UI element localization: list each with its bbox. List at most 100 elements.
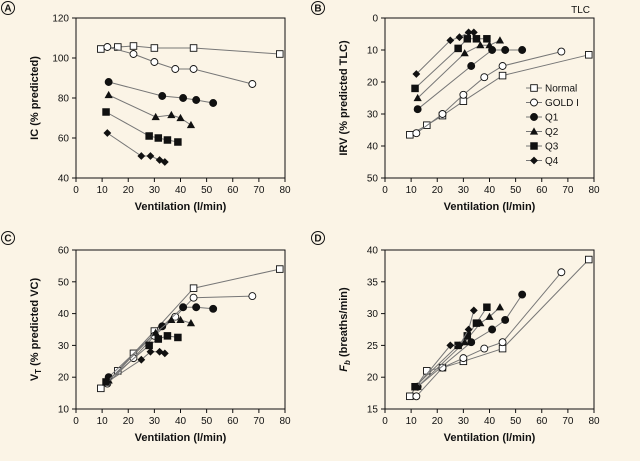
panel-letter-circle bbox=[1, 231, 15, 245]
data-point bbox=[480, 73, 489, 82]
data-point bbox=[104, 90, 113, 99]
data-point bbox=[137, 355, 146, 364]
data-point bbox=[129, 50, 138, 58]
y-tick-label: 30 bbox=[367, 309, 379, 320]
y-tick-label: 80 bbox=[58, 94, 70, 105]
panel-letter: C bbox=[4, 234, 11, 245]
x-tick-label: 30 bbox=[458, 185, 470, 196]
series-q4 bbox=[412, 306, 478, 391]
y-tick-label: 25 bbox=[367, 341, 379, 352]
legend-item: GOLD I bbox=[526, 98, 579, 109]
legend-item: Q2 bbox=[526, 127, 559, 138]
series-gold-i bbox=[103, 43, 257, 88]
data-point bbox=[498, 71, 507, 80]
data-point bbox=[137, 152, 146, 160]
panel-B: 0 10 20 30 40 50 60 70 80 0 10 20 30 40 50 Ventilation … bbox=[311, 1, 600, 213]
data-point bbox=[464, 325, 473, 334]
data-point bbox=[483, 35, 491, 43]
y-axis-label: IC (% predicted) bbox=[29, 56, 41, 140]
legend-marker bbox=[530, 156, 538, 165]
y-tick-label: 40 bbox=[58, 309, 70, 320]
series-line bbox=[417, 49, 523, 110]
legend-item: Q4 bbox=[526, 156, 559, 167]
data-point bbox=[189, 293, 198, 302]
y-tick-label: 15 bbox=[367, 405, 379, 416]
panel-A: 0 10 20 30 40 50 60 70 80 40 60 80 100 120 Ventilation… bbox=[1, 1, 291, 213]
legend-label: Q3 bbox=[545, 142, 559, 153]
data-point bbox=[186, 120, 196, 129]
data-point bbox=[192, 303, 201, 312]
data-point bbox=[498, 338, 507, 347]
x-tick-label: 70 bbox=[562, 185, 574, 196]
data-point bbox=[459, 90, 468, 99]
data-point bbox=[495, 303, 505, 311]
x-tick-label: 50 bbox=[510, 185, 522, 196]
x-tick-label: 10 bbox=[97, 416, 109, 427]
data-point bbox=[158, 322, 167, 331]
y-tick-label: 100 bbox=[52, 54, 69, 65]
legend-item: Q3 bbox=[526, 142, 559, 153]
panel-letter: A bbox=[4, 4, 11, 15]
x-tick-label: 60 bbox=[227, 185, 239, 196]
legend-marker bbox=[530, 84, 538, 92]
y-axis-label: Fb (breaths/min) bbox=[338, 287, 352, 372]
legend-label: GOLD I bbox=[545, 98, 579, 109]
panel-letter: B bbox=[314, 4, 321, 15]
series-q2 bbox=[413, 36, 505, 102]
series-q3 bbox=[102, 108, 182, 146]
data-point bbox=[154, 335, 163, 343]
series-line bbox=[414, 38, 487, 89]
data-point bbox=[174, 138, 182, 146]
data-point bbox=[483, 303, 491, 311]
data-point bbox=[209, 99, 218, 107]
legend-marker bbox=[530, 98, 538, 107]
data-point bbox=[501, 46, 510, 54]
data-point bbox=[160, 349, 169, 358]
data-point bbox=[406, 131, 414, 139]
data-point bbox=[485, 312, 494, 320]
data-point bbox=[469, 306, 478, 315]
data-point bbox=[455, 33, 464, 42]
data-point bbox=[557, 47, 566, 56]
data-point bbox=[472, 35, 481, 43]
data-point bbox=[495, 36, 505, 44]
series-line bbox=[416, 271, 562, 397]
data-point bbox=[189, 284, 198, 292]
y-tick-label: 35 bbox=[367, 277, 379, 288]
data-point bbox=[467, 62, 476, 70]
data-point bbox=[412, 382, 421, 391]
data-point bbox=[501, 316, 510, 324]
data-point bbox=[455, 341, 464, 350]
y-tick-label: 20 bbox=[58, 373, 70, 384]
x-tick-label: 20 bbox=[123, 416, 135, 427]
series-line bbox=[409, 259, 590, 397]
data-point bbox=[189, 44, 198, 52]
x-axis-label: Ventilation (l/min) bbox=[444, 432, 536, 444]
data-point bbox=[179, 303, 188, 312]
data-point bbox=[209, 304, 218, 313]
x-tick-label: 50 bbox=[201, 185, 213, 196]
data-point bbox=[485, 41, 494, 49]
data-point bbox=[129, 42, 138, 50]
panel-letter-circle bbox=[1, 1, 15, 15]
panel-D: 0 10 20 30 40 50 60 70 80 15 20 25 30 35 40 Ventilation… bbox=[311, 231, 600, 444]
legend-label: Q1 bbox=[545, 113, 559, 124]
data-point bbox=[518, 290, 527, 299]
series-line bbox=[107, 46, 253, 85]
data-point bbox=[498, 344, 507, 353]
series-normal bbox=[406, 255, 593, 401]
legend-marker bbox=[530, 142, 538, 150]
data-point bbox=[154, 134, 163, 142]
data-point bbox=[412, 392, 421, 401]
x-tick-label: 50 bbox=[201, 416, 213, 427]
data-point bbox=[174, 333, 182, 342]
x-tick-label: 60 bbox=[227, 416, 239, 427]
data-point bbox=[498, 62, 507, 70]
y-tick-label: 20 bbox=[367, 373, 379, 384]
y-axis-label: VT (% predicted VC) bbox=[29, 278, 43, 382]
data-point bbox=[412, 70, 421, 78]
series-line bbox=[416, 51, 562, 134]
data-point bbox=[467, 338, 476, 347]
data-point bbox=[446, 341, 455, 350]
